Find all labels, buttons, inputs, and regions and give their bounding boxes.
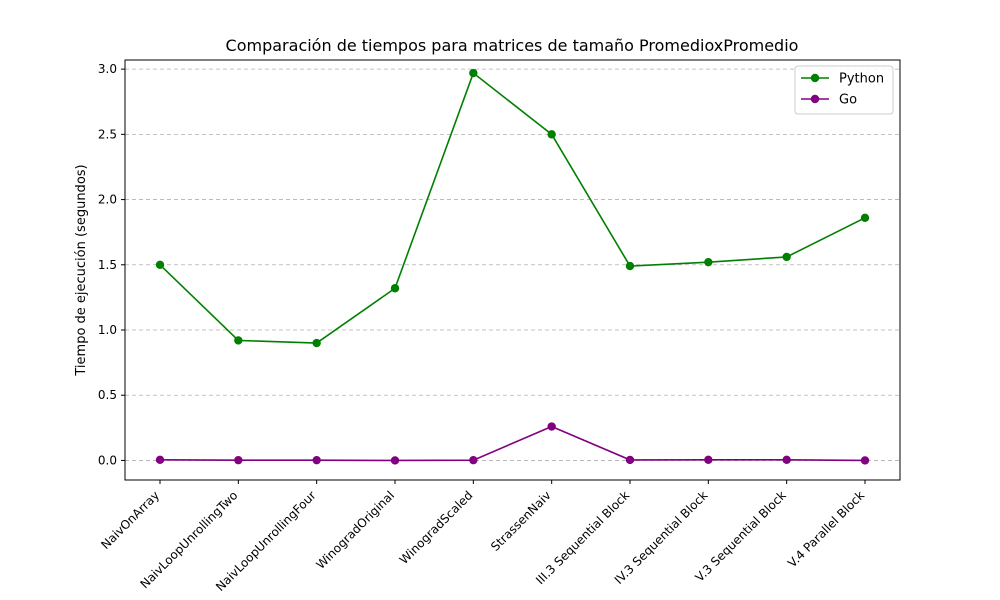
y-tick-label: 1.5 xyxy=(98,258,117,272)
data-point xyxy=(234,336,243,345)
plot-frame xyxy=(124,59,901,481)
y-tick-label: 0.5 xyxy=(98,388,117,402)
series-lines xyxy=(155,68,870,465)
legend-item: Python xyxy=(801,72,884,87)
y-tick-label: 2.0 xyxy=(98,193,117,207)
data-point xyxy=(782,455,791,464)
data-point xyxy=(234,455,243,465)
legend: Python Go xyxy=(794,65,894,115)
series-python xyxy=(155,68,870,348)
data-point xyxy=(312,455,321,465)
data-point xyxy=(547,130,556,139)
data-point xyxy=(155,455,165,464)
data-point xyxy=(469,455,478,465)
data-point xyxy=(704,257,713,267)
data-point xyxy=(625,261,635,271)
data-point xyxy=(547,422,556,431)
y-tick-label: 0.0 xyxy=(98,453,117,467)
y-tick-label: 3.0 xyxy=(98,62,117,76)
data-point xyxy=(155,260,165,269)
data-point xyxy=(390,284,400,293)
series-line xyxy=(159,425,866,462)
y-tick-label: 2.5 xyxy=(98,127,117,141)
legend-item: Go xyxy=(801,93,857,108)
data-point xyxy=(469,68,478,78)
series-line xyxy=(159,71,866,344)
legend-label: Go xyxy=(839,93,857,108)
y-axis-label: Tiempo de ejecución (segundos) xyxy=(74,164,89,376)
legend-marker xyxy=(810,73,820,83)
legend-label: Python xyxy=(839,72,884,87)
y-tick-label: 1.0 xyxy=(98,323,117,337)
data-point xyxy=(704,455,713,464)
data-point xyxy=(312,338,321,348)
y-axis-ticks: 0.0 0.5 1.0 1.5 2.0 2.5 3.0 xyxy=(98,62,125,467)
chart-title: Comparación de tiempos para matrices de … xyxy=(226,36,799,55)
data-point xyxy=(782,252,791,262)
series-go xyxy=(155,422,870,465)
data-point xyxy=(390,456,400,465)
data-point xyxy=(860,213,870,223)
data-point xyxy=(625,455,635,465)
data-point xyxy=(860,456,870,465)
legend-marker xyxy=(810,94,820,104)
